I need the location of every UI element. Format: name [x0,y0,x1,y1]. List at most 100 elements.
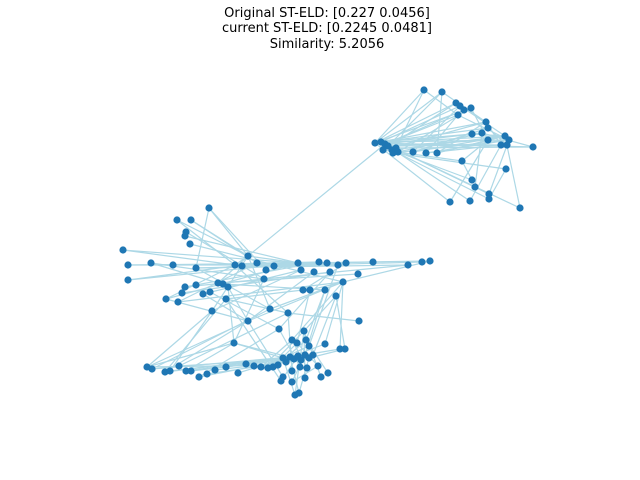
graph-node-100 [230,339,238,347]
graph-edge-49 [195,267,271,310]
graph-edge-47 [227,286,249,322]
graph-node-1 [438,88,446,96]
graph-edge-7 [208,207,249,257]
graph-node-118 [274,361,282,369]
graph-node-96 [305,342,313,350]
graph-node-104 [166,367,174,375]
graph-node-90 [244,317,252,325]
graph-node-64 [426,257,434,265]
graph-node-66 [310,268,318,276]
graph-node-38 [173,216,181,224]
graph-node-44 [244,252,252,260]
graph-node-45 [119,246,127,254]
graph-edge-55 [278,271,331,330]
graph-node-9 [478,129,486,137]
graph-node-115 [257,363,265,371]
graph-edge-39 [202,293,249,322]
graph-node-0 [420,86,428,94]
graph-node-120 [282,358,290,366]
graph-node-50 [231,261,239,269]
graph-edge-129 [380,105,461,143]
graph-node-27 [422,149,430,157]
graph-node-57 [315,258,323,266]
graph-node-26 [409,148,417,156]
graph-node-79 [206,288,214,296]
graph-node-62 [404,261,412,269]
graph-edge-177 [469,144,502,202]
graph-edge-16 [122,249,299,264]
graph-node-49 [192,264,200,272]
graph-edge-121 [374,89,425,144]
graph-edge-145 [382,121,487,151]
graph-node-55 [294,259,302,267]
graph-edge-172 [488,139,510,195]
graph-node-15 [484,136,492,144]
graph-node-4 [460,106,468,114]
graph-edge-72 [227,286,235,344]
graph-node-97 [321,340,329,348]
graph-node-16 [529,143,537,151]
graph-node-7 [482,118,490,126]
graph-edge-34 [177,281,344,303]
graph-node-130 [296,363,304,371]
graph-edge-162 [423,89,459,116]
graph-node-77 [174,298,182,306]
graph-node-47 [124,261,132,269]
graph-node-56 [297,266,305,274]
graph-node-110 [211,366,219,374]
graph-node-114 [250,362,258,370]
node-layer [119,86,537,399]
graph-node-129 [303,364,311,372]
graph-edge-101 [312,295,337,356]
graph-node-88 [284,309,292,317]
graph-node-75 [178,289,186,297]
graph-edge-151 [395,89,425,149]
graph-edge-170 [471,133,506,137]
graph-node-51 [238,262,246,270]
graph-node-13 [497,141,505,149]
graph-node-87 [208,307,216,315]
graph-edge-38 [202,269,302,295]
graph-node-83 [299,286,307,294]
graph-edge-9 [195,207,210,269]
graph-edge-31 [165,264,236,300]
graph-edge-29 [127,262,299,281]
graph-edge-52 [247,271,315,322]
graph-edge-168 [487,127,508,146]
graph-edge-92 [260,339,293,368]
graph-edge-64 [263,264,409,280]
graph-node-124 [297,356,305,364]
graph-node-84 [306,286,314,294]
graph-node-98 [336,345,344,353]
graph-edge-67 [146,342,235,368]
graph-node-131 [288,367,296,375]
graph-node-29 [458,157,466,165]
graph-node-31 [468,176,476,184]
graph-node-68 [354,270,362,278]
graph-edge-60 [308,264,339,347]
graph-node-112 [234,369,242,377]
graph-node-107 [187,367,195,375]
graph-node-137 [324,369,332,377]
graph-node-34 [485,195,493,203]
graph-node-76 [162,295,170,303]
graph-node-136 [317,373,325,381]
graph-node-63 [418,258,426,266]
graph-edge-50 [287,312,360,322]
graph-node-59 [334,261,342,269]
graph-node-94 [302,336,310,344]
graph-node-67 [326,268,334,276]
graph-edge-62 [339,281,344,350]
graph-node-54 [270,262,278,270]
graph-node-135 [301,374,309,382]
graph-node-36 [466,197,474,205]
graph-edge-122 [374,91,443,144]
graph-edge-179 [436,121,487,154]
graph-node-128 [314,362,322,370]
graph-edge-143 [387,91,443,147]
graph-node-21 [379,146,387,154]
graph-node-105 [175,362,183,370]
graph-edge-116 [291,365,319,383]
title-line-original: Original ST-ELD: [0.227 0.0456] [224,6,430,21]
